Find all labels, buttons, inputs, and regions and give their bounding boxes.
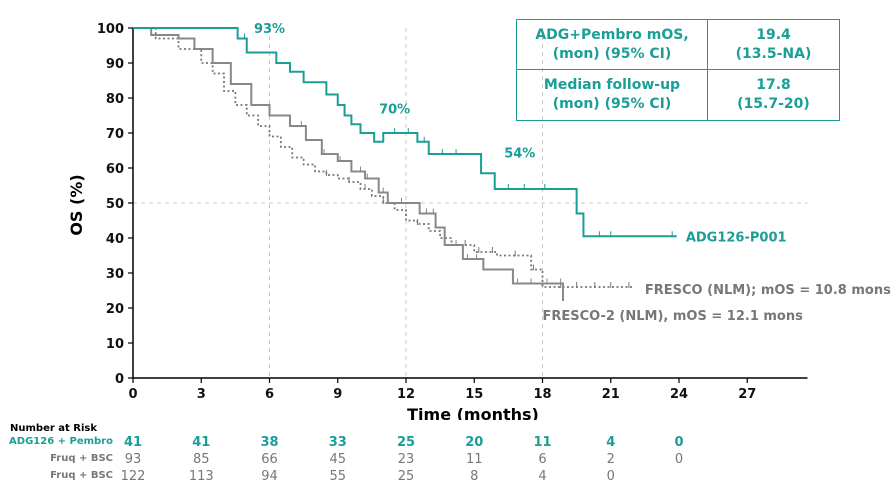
risk-value: 0: [606, 469, 615, 484]
y-tick-label: 0: [115, 372, 124, 387]
y-tick-label: 20: [106, 302, 124, 317]
x-tick-label: 12: [397, 387, 415, 402]
x-tick-label: 21: [602, 387, 620, 402]
risk-value: 41: [123, 435, 143, 450]
risk-value: 41: [192, 435, 211, 450]
x-tick-label: 0: [128, 387, 137, 402]
stats-label-followup: Median follow-up (mon) (95% CI): [517, 70, 708, 120]
annotation-label: 93%: [254, 22, 285, 37]
risk-value: 25: [396, 435, 416, 450]
annotation-label: 70%: [379, 103, 410, 118]
risk-value: 25: [397, 469, 415, 484]
series-label: FRESCO (NLM); mOS = 10.8 mons: [645, 283, 891, 298]
risk-value: 93: [124, 452, 142, 467]
risk-value: 8: [470, 469, 479, 484]
risk-value: 0: [674, 435, 684, 450]
annotation-label: 54%: [504, 146, 535, 161]
risk-value: 122: [120, 469, 146, 484]
curve-fresco-2-nlm: [133, 27, 564, 301]
risk-value: 23: [397, 452, 415, 467]
series-label: FRESCO-2 (NLM), mOS = 12.1 mons: [543, 309, 804, 324]
y-tick-label: 50: [106, 197, 124, 212]
stats-label-mos: ADG+Pembro mOS, (mon) (95% CI): [517, 20, 708, 70]
y-tick-label: 10: [106, 337, 124, 352]
risk-row-label: Fruq + BSC: [50, 453, 113, 464]
risk-value: 33: [328, 435, 347, 450]
y-tick-label: 80: [106, 92, 124, 107]
risk-row: Fruq + BSC 122 113 94 55 25 8 4 0: [0, 469, 893, 486]
stats-value-mos: 19.4 (13.5-NA): [708, 20, 839, 70]
series-label: ADG126-P001: [686, 230, 787, 245]
risk-value: 4: [606, 435, 616, 450]
x-tick-label: 9: [333, 387, 342, 402]
risk-row-label: Fruq + BSC: [50, 470, 113, 481]
risk-value: 11: [533, 435, 552, 450]
survival-curves: [133, 27, 677, 301]
risk-value: 6: [538, 452, 547, 467]
x-tick-label: 24: [670, 387, 688, 402]
y-tick-label: 90: [106, 57, 124, 72]
axes: 0 10 20 30 40 50 60 70 80 90 100 0 3 6 9 12 15 18 21 24 27: [97, 22, 808, 402]
curve-fresco-nlm: [133, 27, 634, 288]
risk-value: 38: [260, 435, 279, 450]
km-chart: 0 10 20 30 40 50 60 70 80 90 100 0 3 6 9 12 15 18 21 24 27 9…: [67, 22, 891, 420]
y-tick-label: 60: [106, 162, 124, 177]
y-axis-title: OS (%): [67, 174, 86, 235]
x-tick-label: 18: [533, 387, 551, 402]
y-tick-label: 30: [106, 267, 124, 282]
x-axis-title: Time (months): [407, 405, 539, 420]
risk-value: 4: [538, 469, 547, 484]
y-tick-label: 70: [106, 127, 124, 142]
risk-value: 11: [465, 452, 483, 467]
reference-lines: [133, 28, 808, 378]
risk-value: 94: [261, 469, 278, 484]
chart-annotations: 93% 70% 54% ADG126-P001 FRESCO (NLM); mOS = …: [254, 22, 891, 324]
risk-table-title: Number at Risk: [10, 423, 98, 434]
stats-value-followup: 17.8 (15.7-20): [737, 77, 810, 112]
risk-row: ADG126 + Pembro 41 41 38 33 25 20 11 4 0: [0, 435, 893, 452]
risk-value: 113: [188, 469, 214, 484]
risk-value: 2: [606, 452, 615, 467]
x-tick-label: 15: [465, 387, 483, 402]
risk-value: 55: [329, 469, 347, 484]
risk-value: 20: [465, 435, 484, 450]
risk-row: Fruq + BSC 93 85 66 45 23 11 6 2 0: [0, 452, 893, 469]
x-tick-label: 3: [197, 387, 206, 402]
risk-value: 0: [674, 452, 684, 467]
x-tick-label: 6: [265, 387, 274, 402]
risk-value: 66: [261, 452, 278, 467]
y-tick-label: 40: [106, 232, 124, 247]
risk-value: 85: [192, 452, 210, 467]
curve-adg126-p001: [133, 27, 677, 238]
risk-value: 45: [329, 452, 347, 467]
stats-table: ADG+Pembro mOS, (mon) (95% CI) 19.4 (13.…: [516, 19, 840, 121]
x-tick-label: 27: [738, 387, 756, 402]
y-tick-label: 100: [97, 22, 124, 37]
risk-row-label: ADG126 + Pembro: [9, 436, 113, 447]
